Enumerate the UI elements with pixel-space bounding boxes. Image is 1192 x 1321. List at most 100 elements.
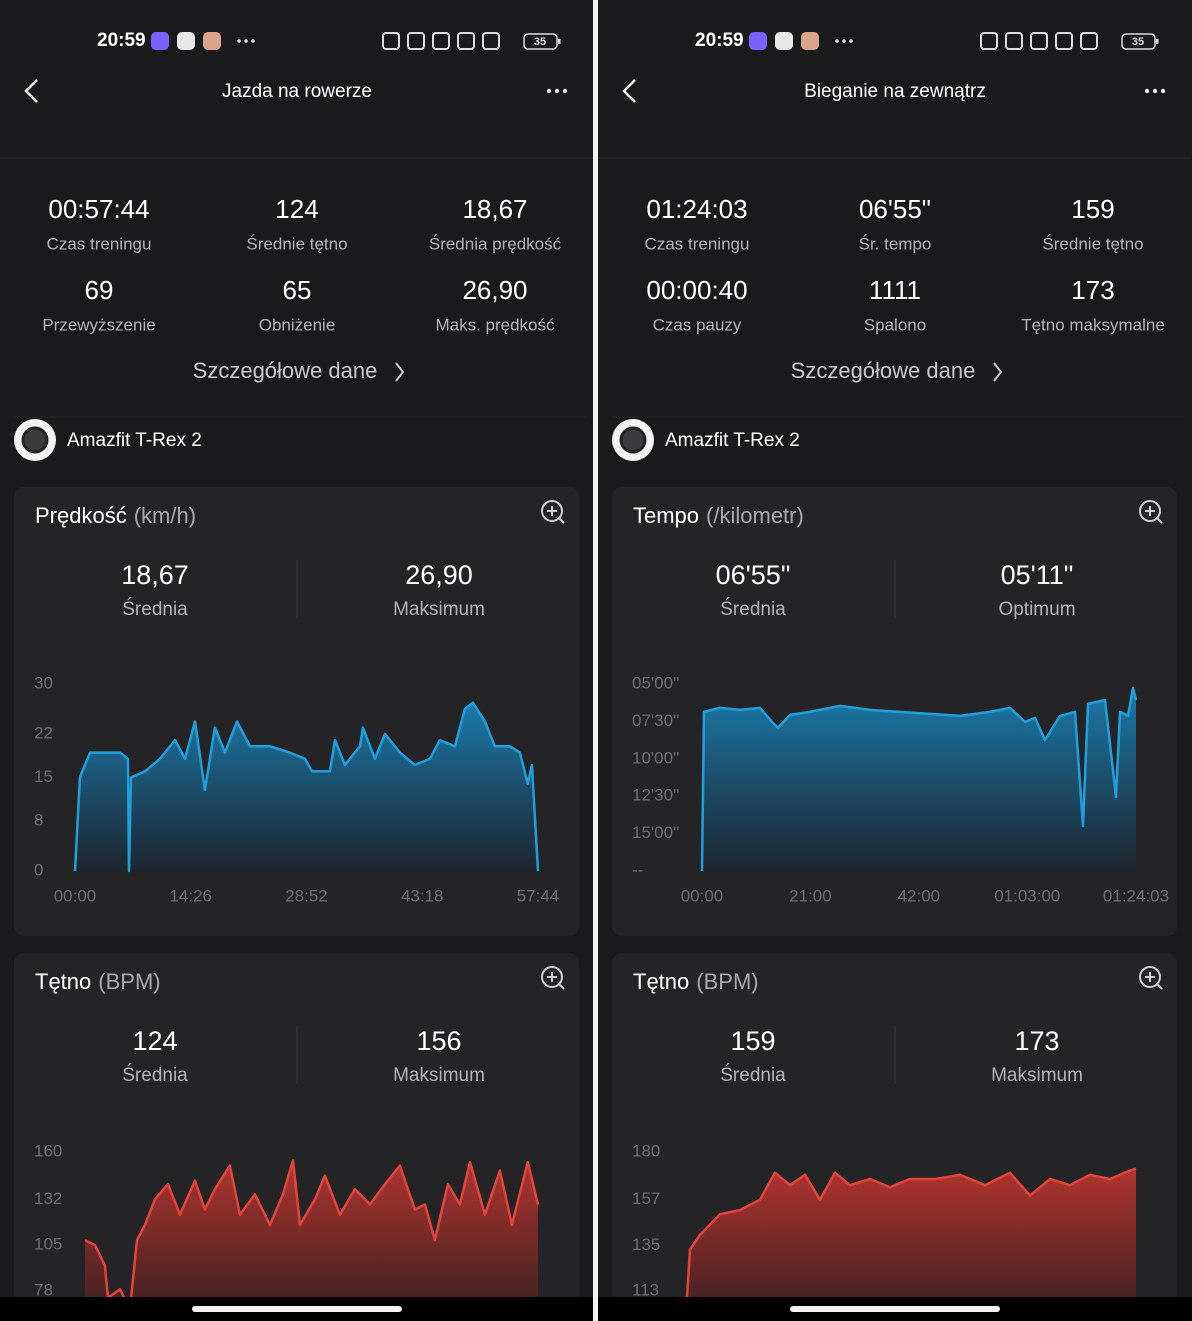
x-tick-label: 43:18: [401, 886, 444, 905]
battery: [1121, 33, 1156, 50]
area-fill: [687, 1168, 1136, 1321]
card-stat-label: Średnia: [720, 1064, 786, 1086]
card-unit: (BPM): [696, 969, 758, 994]
device-watch: [21, 426, 49, 454]
home-indicator[interactable]: [192, 1306, 402, 1312]
menu-dot: [554, 88, 560, 94]
card-stat-label: Średnia: [122, 598, 188, 620]
y-tick-label: 30: [34, 673, 53, 692]
notification-icon: [203, 32, 221, 50]
device-watch: [619, 426, 647, 454]
card-title: Tętno: [633, 969, 689, 994]
details-link[interactable]: Szczegółowe dane: [193, 358, 378, 383]
notification-icon: [775, 32, 793, 50]
stat-value: 26,90: [462, 275, 527, 305]
card-stat-value: 26,90: [405, 560, 473, 590]
stat-label: Obniżenie: [259, 315, 336, 334]
zoom-icon[interactable]: [1139, 500, 1161, 522]
y-tick-label: 12'30": [632, 786, 679, 805]
card-stat-label: Maksimum: [393, 1065, 485, 1086]
back-button[interactable]: [24, 79, 38, 103]
details-chevron[interactable]: [395, 362, 405, 382]
notification-icon: [177, 32, 195, 50]
x-tick-label: 01:24:03: [1103, 886, 1169, 905]
card-stat-value: 05'11": [1001, 560, 1074, 590]
menu-dot: [562, 88, 568, 94]
stat-value: 65: [283, 275, 312, 305]
device-name: Amazfit T-Rex 2: [665, 430, 800, 451]
details-link[interactable]: Szczegółowe dane: [791, 358, 976, 383]
y-tick-label: 22: [34, 723, 53, 742]
stat-value: 06'55": [859, 194, 931, 224]
card-stat-label: Maksimum: [393, 599, 485, 620]
x-tick-label: 14:26: [169, 886, 212, 905]
stat-value: 159: [1071, 194, 1114, 224]
data-line: [84, 1159, 540, 1311]
zoom-icon[interactable]: [541, 500, 563, 522]
stat-value: 00:00:40: [646, 275, 747, 305]
zoom-icon-glyph: [547, 506, 565, 524]
stat-label: Tętno maksymalne: [1021, 315, 1165, 334]
data-line: [73, 701, 540, 873]
battery-level: 35: [1132, 36, 1144, 48]
home-indicator[interactable]: [790, 1306, 1000, 1312]
card-unit: (km/h): [134, 503, 196, 528]
x-tick-label: 21:00: [789, 886, 832, 905]
y-tick-label: 78: [34, 1280, 53, 1299]
stat-label: Przewyższenie: [42, 315, 155, 334]
y-tick-label: 132: [34, 1189, 62, 1208]
notification-icon: [801, 32, 819, 50]
y-tick-label: --: [632, 860, 643, 879]
zoom-icon[interactable]: [541, 966, 563, 988]
x-tick-label: 01:03:00: [994, 886, 1060, 905]
notification-icon: [749, 32, 767, 50]
stat-value: 00:57:44: [48, 194, 149, 224]
more-dots: [842, 39, 846, 43]
status-icon: [980, 32, 998, 50]
card-title: Tętno: [35, 969, 91, 994]
details-chevron[interactable]: [993, 362, 1003, 382]
status-icon: [457, 32, 475, 50]
device-name: Amazfit T-Rex 2: [67, 430, 202, 451]
status-icon: [1080, 32, 1098, 50]
status-icon: [382, 32, 400, 50]
stat-label: Czas treningu: [645, 234, 750, 253]
y-tick-label: 07'30": [632, 711, 679, 730]
area-fill: [75, 702, 538, 871]
y-tick-label: 135: [632, 1235, 660, 1254]
zoom-icon-glyph: [1145, 972, 1163, 990]
y-tick-label: 10'00": [632, 748, 679, 767]
card-unit: (BPM): [98, 969, 160, 994]
menu-dot: [546, 88, 552, 94]
card-title: Tempo: [633, 503, 699, 528]
card-stat-label: Optimum: [998, 599, 1075, 620]
status-icon: [432, 32, 450, 50]
area-fill: [85, 1160, 538, 1321]
more-dots: [244, 39, 248, 43]
data-line: [700, 686, 1138, 872]
back-button[interactable]: [622, 79, 636, 103]
x-tick-label: 00:00: [681, 886, 724, 905]
battery-tip: [1156, 39, 1159, 44]
data-line: [685, 1167, 1137, 1298]
card-stat-label: Maksimum: [991, 1065, 1083, 1086]
more-dots: [237, 39, 241, 43]
notification-icon: [151, 32, 169, 50]
zoom-icon-glyph: [547, 972, 565, 990]
area-fill: [702, 688, 1136, 871]
y-tick-label: 8: [34, 811, 43, 830]
status-icon: [1030, 32, 1048, 50]
more-dots: [835, 39, 839, 43]
card-stat-label: Średnia: [122, 1064, 188, 1086]
stat-value: 01:24:03: [646, 194, 747, 224]
zoom-icon[interactable]: [1139, 966, 1161, 988]
battery-level: 35: [534, 36, 546, 48]
stat-label: Czas treningu: [47, 234, 152, 253]
x-tick-label: 42:00: [898, 886, 941, 905]
stat-label: Spalono: [864, 315, 926, 334]
stat-label: Średnie tętno: [246, 234, 347, 253]
y-tick-label: 113: [632, 1280, 659, 1299]
card-stat-value: 124: [132, 1026, 177, 1056]
header-title: Bieganie na zewnątrz: [804, 81, 986, 102]
